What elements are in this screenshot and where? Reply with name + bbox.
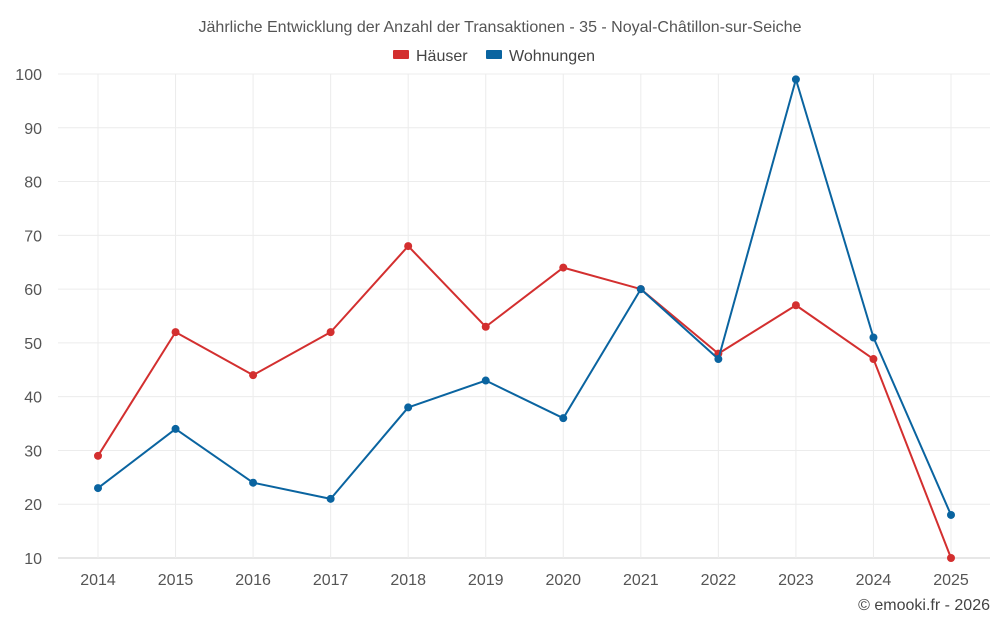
x-tick-label: 2024 (856, 572, 892, 589)
y-tick-label: 50 (24, 336, 42, 353)
y-tick-label: 90 (24, 121, 42, 138)
x-axis: 2014 2015 2016 2017 2018 2019 2020 2021 2022 2023… (80, 572, 969, 589)
y-tick-label: 60 (24, 282, 42, 299)
grid (58, 73, 990, 559)
data-point[interactable] (249, 478, 258, 487)
series-line-1 (97, 78, 952, 516)
x-tick-label: 2015 (158, 572, 194, 589)
series (94, 75, 955, 562)
data-point[interactable] (869, 355, 878, 364)
data-point[interactable] (947, 554, 955, 562)
data-point[interactable] (559, 414, 568, 423)
data-point[interactable] (481, 376, 490, 385)
data-point[interactable] (404, 242, 413, 251)
data-point[interactable] (94, 451, 102, 460)
data-point[interactable] (869, 333, 878, 342)
credit: © emooki.fr - 2026 (858, 597, 990, 614)
x-tick-label: 2022 (701, 572, 737, 589)
y-tick-label: 40 (24, 390, 42, 407)
legend-label-haeuser[interactable]: Häuser (416, 48, 468, 65)
x-tick-label: 2017 (313, 572, 349, 589)
legend-swatch-wohnungen (486, 50, 502, 59)
legend: Häuser Wohnungen (393, 48, 595, 65)
data-point[interactable] (559, 263, 568, 272)
data-point[interactable] (326, 328, 335, 337)
y-tick-label: 70 (24, 228, 42, 245)
x-tick-label: 2016 (235, 572, 271, 589)
x-tick-label: 2014 (80, 572, 116, 589)
x-tick-label: 2021 (623, 572, 659, 589)
series-line-0 (97, 245, 952, 559)
y-tick-label: 20 (24, 497, 42, 514)
x-tick-label: 2025 (933, 572, 969, 589)
chart-title: Jährliche Entwicklung der Anzahl der Tra… (199, 19, 802, 36)
data-point[interactable] (714, 355, 723, 364)
data-point[interactable] (791, 301, 800, 310)
legend-swatch-haeuser (393, 50, 409, 59)
x-tick-label: 2018 (390, 572, 426, 589)
data-point[interactable] (481, 322, 490, 331)
data-point[interactable] (171, 328, 180, 337)
x-tick-label: 2020 (545, 572, 581, 589)
legend-label-wohnungen[interactable]: Wohnungen (509, 48, 595, 65)
y-axis: 10 20 30 40 50 60 70 80 90 100 (15, 67, 42, 568)
data-point[interactable] (94, 484, 102, 493)
x-tick-label: 2023 (778, 572, 814, 589)
data-point[interactable] (947, 510, 955, 519)
y-tick-label: 30 (24, 443, 42, 460)
data-point[interactable] (404, 403, 413, 412)
data-point[interactable] (249, 371, 258, 380)
x-tick-label: 2019 (468, 572, 504, 589)
y-tick-label: 100 (15, 67, 42, 84)
data-point[interactable] (636, 285, 645, 294)
y-tick-label: 80 (24, 175, 42, 192)
data-point[interactable] (326, 494, 335, 503)
data-point[interactable] (171, 424, 180, 433)
y-tick-label: 10 (24, 551, 42, 568)
data-point[interactable] (791, 75, 800, 84)
